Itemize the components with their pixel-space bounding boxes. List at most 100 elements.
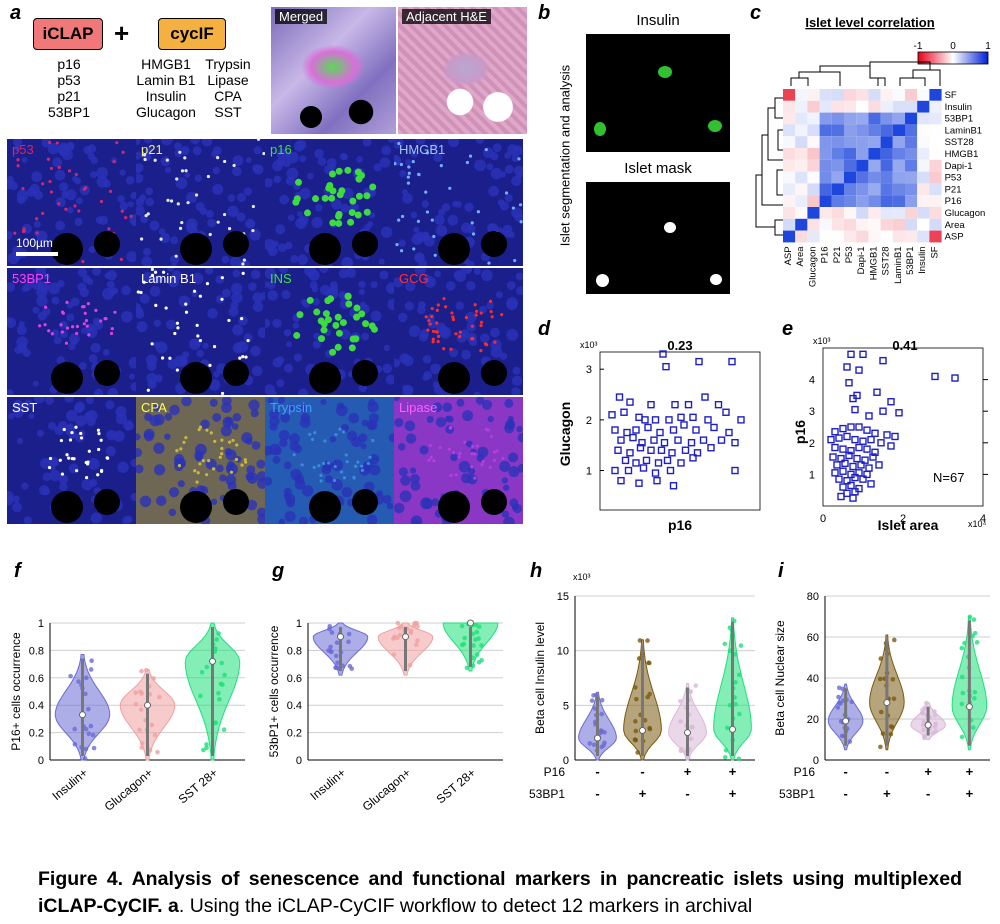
e-point bbox=[855, 469, 863, 477]
d-point bbox=[689, 413, 697, 422]
violin-point bbox=[587, 741, 593, 746]
violin-point bbox=[960, 690, 966, 696]
marker-p53: p53 bbox=[57, 72, 81, 88]
violin-point bbox=[633, 728, 639, 734]
heatmap-cell bbox=[880, 171, 893, 184]
violin-point bbox=[974, 640, 980, 645]
violin-point bbox=[407, 662, 413, 668]
violin-point bbox=[892, 637, 897, 643]
d-point bbox=[731, 438, 739, 447]
heatmap-cell bbox=[892, 218, 905, 231]
caption-rest: . Using the iCLAP-CyCIF workflow to dete… bbox=[178, 895, 753, 917]
d-title: 0.23 bbox=[667, 338, 692, 353]
heatmap-cell bbox=[795, 136, 808, 148]
e-point bbox=[895, 409, 903, 417]
d-point bbox=[635, 479, 643, 487]
violin-point bbox=[647, 660, 652, 666]
violin-point bbox=[880, 731, 886, 736]
violin-point bbox=[633, 685, 638, 690]
violin-point bbox=[635, 750, 640, 755]
heatmap-cell bbox=[795, 218, 808, 231]
violin-point bbox=[139, 740, 145, 746]
e-point bbox=[879, 356, 887, 365]
heatmap-col-label: Insulin bbox=[917, 246, 928, 273]
ytick-label: 20 bbox=[807, 714, 819, 726]
heatmap-cell bbox=[929, 218, 942, 231]
d-point bbox=[654, 459, 663, 467]
heatmap-cell bbox=[892, 89, 905, 101]
heatmap-cell bbox=[795, 148, 808, 160]
d-point bbox=[722, 408, 730, 416]
d-yticks: 1 2 3 bbox=[586, 364, 604, 478]
e-point bbox=[951, 374, 959, 382]
e-point bbox=[867, 435, 875, 444]
violin-median bbox=[684, 729, 691, 737]
e-point bbox=[841, 459, 849, 468]
ytick-label: 0.6 bbox=[287, 673, 302, 685]
e-point bbox=[887, 398, 895, 406]
ytick-label: 0 bbox=[38, 755, 44, 767]
iclap-marker-list: p16 p53 p21 53BP1 bbox=[46, 56, 92, 120]
violin-point bbox=[86, 731, 92, 737]
ytick-label: 0.4 bbox=[287, 700, 302, 712]
ytick-label: 10 bbox=[557, 646, 569, 658]
heatmap-cell bbox=[831, 112, 844, 125]
e-point bbox=[879, 407, 887, 415]
violin-point bbox=[139, 745, 145, 750]
e-title: 0.41 bbox=[892, 338, 917, 353]
violin-point bbox=[86, 706, 91, 712]
e-point bbox=[849, 394, 857, 403]
tile-label: INS bbox=[270, 271, 292, 286]
heatmap-cell bbox=[929, 159, 942, 172]
d-point bbox=[626, 398, 634, 406]
violin-point bbox=[83, 691, 88, 697]
violin-point bbox=[971, 725, 976, 730]
heatmap-cell bbox=[929, 195, 942, 207]
violin-point bbox=[647, 726, 653, 732]
e-point bbox=[883, 431, 891, 439]
heatmap-cell bbox=[807, 195, 820, 207]
heatmap-cell bbox=[905, 89, 918, 101]
violin-point bbox=[722, 754, 728, 760]
violin-point bbox=[959, 701, 965, 707]
e-point bbox=[847, 481, 855, 490]
heatmap-row-label: P53 bbox=[945, 173, 962, 184]
heatmap-cell bbox=[819, 207, 832, 219]
violin-point bbox=[219, 660, 224, 666]
violin-point bbox=[328, 644, 333, 650]
e-point bbox=[843, 489, 851, 498]
ytick-label: 80 bbox=[807, 591, 819, 603]
d-point bbox=[714, 400, 723, 409]
heatmap-cell bbox=[807, 89, 820, 101]
violin-point bbox=[139, 668, 144, 674]
heatmap-row-label: SST28 bbox=[945, 137, 974, 148]
violin-point bbox=[408, 630, 413, 636]
violin-point bbox=[636, 656, 642, 661]
plus-sign: + bbox=[114, 18, 130, 48]
d-point bbox=[701, 393, 709, 401]
d-ytick-label: 1 bbox=[586, 466, 592, 478]
violin-point bbox=[201, 747, 206, 753]
e-xtick-label: 2 bbox=[900, 513, 906, 525]
violin-point bbox=[967, 614, 973, 620]
violin-point bbox=[415, 638, 420, 643]
violin-median bbox=[209, 657, 216, 665]
marker-laminb1: Lamin B1 bbox=[136, 72, 196, 88]
violin-median bbox=[467, 619, 474, 627]
heatmap-cell bbox=[917, 171, 930, 184]
heatmap-cell bbox=[844, 207, 857, 219]
violin-point bbox=[593, 692, 599, 698]
heatmap-cell bbox=[905, 136, 918, 148]
violin-point bbox=[835, 705, 841, 710]
ytick-label: 40 bbox=[807, 673, 819, 685]
heatmap-row-labels: SFInsulin53BP1LaminB1SST28HMGB1Dapi-1P53… bbox=[945, 90, 986, 243]
e-point bbox=[831, 443, 839, 452]
d-point bbox=[693, 449, 702, 457]
heatmap-cell bbox=[917, 183, 930, 196]
e-annotation: N=67 bbox=[933, 470, 964, 485]
heatmap-cell bbox=[807, 183, 820, 196]
panel-f-letter: f bbox=[14, 560, 21, 582]
heatmap-cell bbox=[783, 218, 796, 231]
heatmap-cell bbox=[929, 207, 942, 219]
d-point bbox=[614, 446, 622, 454]
